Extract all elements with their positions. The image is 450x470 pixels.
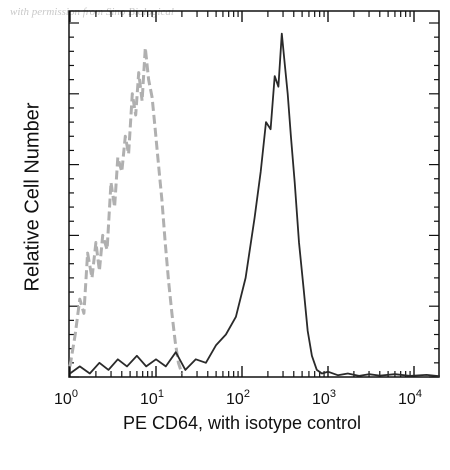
x-tick-label: 103 bbox=[312, 388, 336, 408]
tick-marks bbox=[69, 11, 439, 378]
x-tick-label: 101 bbox=[140, 388, 164, 408]
pe-cd64-curve bbox=[69, 32, 440, 378]
isotype-control-curve bbox=[68, 46, 184, 374]
watermark-text: with permission from Sino Biological bbox=[10, 6, 174, 18]
tick-labels: 100 101 102 103 104 bbox=[54, 388, 422, 408]
x-tick-label: 100 bbox=[54, 388, 78, 408]
x-tick-label: 102 bbox=[226, 388, 250, 408]
plot-frame bbox=[68, 10, 440, 378]
series-group bbox=[68, 32, 440, 378]
y-axis-label: Relative Cell Number bbox=[21, 102, 44, 292]
x-axis-label: PE CD64, with isotype control bbox=[122, 413, 362, 433]
x-tick-label: 104 bbox=[398, 388, 422, 408]
